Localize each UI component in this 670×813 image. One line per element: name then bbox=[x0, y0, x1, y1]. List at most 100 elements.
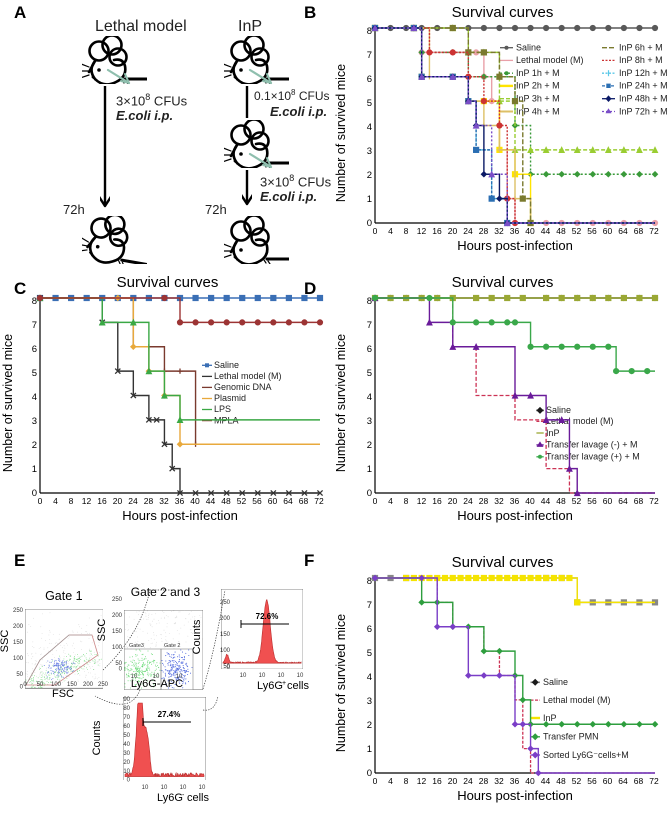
svg-text:Transfer lavage (-) + M: Transfer lavage (-) + M bbox=[546, 440, 637, 450]
svg-text:6: 6 bbox=[367, 344, 372, 355]
svg-text:Transfer PMN: Transfer PMN bbox=[543, 732, 599, 742]
svg-text:8: 8 bbox=[367, 296, 372, 307]
svg-text:32: 32 bbox=[494, 496, 504, 506]
svg-text:7: 7 bbox=[32, 320, 37, 331]
svg-text:32: 32 bbox=[159, 496, 169, 506]
svg-text:3: 3 bbox=[367, 416, 372, 427]
svg-text:48: 48 bbox=[556, 776, 566, 786]
svg-text:72: 72 bbox=[314, 496, 324, 506]
svg-text:60: 60 bbox=[603, 776, 613, 786]
svg-text:4: 4 bbox=[388, 776, 393, 786]
svg-text:Number of survived mice: Number of survived mice bbox=[335, 334, 348, 472]
svg-text:InP 24h + M: InP 24h + M bbox=[619, 81, 668, 91]
svg-text:24: 24 bbox=[128, 496, 138, 506]
svg-text:4: 4 bbox=[367, 672, 372, 683]
svg-text:48: 48 bbox=[221, 496, 231, 506]
svg-text:InP 2h + M: InP 2h + M bbox=[516, 81, 560, 91]
svg-text:24: 24 bbox=[463, 776, 473, 786]
svg-text:56: 56 bbox=[252, 496, 262, 506]
svg-text:44: 44 bbox=[541, 496, 551, 506]
svg-text:68: 68 bbox=[634, 496, 644, 506]
svg-text:5: 5 bbox=[32, 368, 37, 379]
svg-text:6: 6 bbox=[367, 624, 372, 635]
svg-text:4: 4 bbox=[388, 226, 393, 236]
svg-text:InP 12h + M: InP 12h + M bbox=[619, 68, 668, 78]
svg-text:68: 68 bbox=[634, 226, 644, 236]
svg-text:LPS: LPS bbox=[214, 404, 231, 414]
svg-text:8: 8 bbox=[404, 496, 409, 506]
svg-text:28: 28 bbox=[479, 496, 489, 506]
svg-text:16: 16 bbox=[432, 776, 442, 786]
svg-text:52: 52 bbox=[572, 226, 582, 236]
svg-text:InP: InP bbox=[546, 428, 560, 438]
svg-text:InP 72h + M: InP 72h + M bbox=[619, 106, 668, 116]
svg-text:36: 36 bbox=[175, 496, 185, 506]
svg-text:7: 7 bbox=[367, 320, 372, 331]
svg-text:Hours post-infection: Hours post-infection bbox=[457, 788, 573, 803]
svg-text:1: 1 bbox=[367, 194, 372, 205]
svg-text:Hours post-infection: Hours post-infection bbox=[457, 508, 573, 523]
svg-text:3: 3 bbox=[367, 146, 372, 157]
svg-text:6: 6 bbox=[367, 74, 372, 85]
svg-text:0: 0 bbox=[373, 776, 378, 786]
svg-text:56: 56 bbox=[587, 776, 597, 786]
svg-text:44: 44 bbox=[206, 496, 216, 506]
svg-text:InP 6h + M: InP 6h + M bbox=[619, 43, 663, 53]
svg-text:36: 36 bbox=[510, 226, 520, 236]
svg-text:48: 48 bbox=[556, 226, 566, 236]
svg-text:36: 36 bbox=[510, 496, 520, 506]
svg-text:7: 7 bbox=[367, 600, 372, 611]
svg-text:InP 8h + M: InP 8h + M bbox=[619, 55, 663, 65]
svg-text:5: 5 bbox=[367, 98, 372, 109]
svg-text:4: 4 bbox=[367, 392, 372, 403]
svg-text:4: 4 bbox=[367, 122, 372, 133]
svg-text:Sorted Ly6G⁻cells+M: Sorted Ly6G⁻cells+M bbox=[543, 750, 629, 760]
svg-text:60: 60 bbox=[268, 496, 278, 506]
svg-text:20: 20 bbox=[113, 496, 123, 506]
svg-text:28: 28 bbox=[479, 776, 489, 786]
svg-text:52: 52 bbox=[572, 496, 582, 506]
svg-text:Lethal model (M): Lethal model (M) bbox=[543, 695, 611, 705]
svg-text:20: 20 bbox=[448, 226, 458, 236]
svg-text:0: 0 bbox=[367, 488, 372, 499]
svg-text:52: 52 bbox=[572, 776, 582, 786]
svg-text:64: 64 bbox=[618, 496, 628, 506]
svg-text:68: 68 bbox=[299, 496, 309, 506]
svg-text:32: 32 bbox=[494, 226, 504, 236]
svg-text:20: 20 bbox=[448, 776, 458, 786]
svg-text:Number of survived mice: Number of survived mice bbox=[1, 334, 15, 472]
svg-text:4: 4 bbox=[53, 496, 58, 506]
svg-text:Lethal model (M): Lethal model (M) bbox=[516, 55, 584, 65]
svg-text:56: 56 bbox=[587, 226, 597, 236]
svg-text:2: 2 bbox=[367, 720, 372, 731]
svg-text:64: 64 bbox=[618, 226, 628, 236]
svg-text:1: 1 bbox=[367, 464, 372, 475]
svg-text:44: 44 bbox=[541, 776, 551, 786]
svg-text:40: 40 bbox=[190, 496, 200, 506]
svg-text:Hours post-infection: Hours post-infection bbox=[457, 238, 573, 253]
svg-text:5: 5 bbox=[367, 648, 372, 659]
svg-text:64: 64 bbox=[618, 776, 628, 786]
svg-text:8: 8 bbox=[367, 26, 372, 37]
svg-text:0: 0 bbox=[367, 218, 372, 229]
svg-text:0: 0 bbox=[38, 496, 43, 506]
svg-text:0: 0 bbox=[373, 496, 378, 506]
svg-text:InP 48h + M: InP 48h + M bbox=[619, 94, 668, 104]
svg-text:7: 7 bbox=[367, 50, 372, 61]
svg-text:4: 4 bbox=[32, 392, 37, 403]
svg-text:Saline: Saline bbox=[214, 360, 239, 370]
svg-text:40: 40 bbox=[525, 776, 535, 786]
svg-text:Lethal model (M): Lethal model (M) bbox=[214, 371, 282, 381]
svg-text:56: 56 bbox=[587, 496, 597, 506]
svg-text:Lethal model (M): Lethal model (M) bbox=[546, 416, 614, 426]
svg-text:6: 6 bbox=[32, 344, 37, 355]
svg-text:InP 1h + M: InP 1h + M bbox=[516, 68, 560, 78]
svg-text:8: 8 bbox=[404, 226, 409, 236]
svg-text:32: 32 bbox=[494, 776, 504, 786]
svg-text:8: 8 bbox=[404, 776, 409, 786]
svg-text:0: 0 bbox=[373, 226, 378, 236]
svg-text:60: 60 bbox=[603, 226, 613, 236]
svg-text:16: 16 bbox=[432, 226, 442, 236]
svg-text:20: 20 bbox=[448, 496, 458, 506]
svg-text:Hours post-infection: Hours post-infection bbox=[122, 508, 238, 523]
